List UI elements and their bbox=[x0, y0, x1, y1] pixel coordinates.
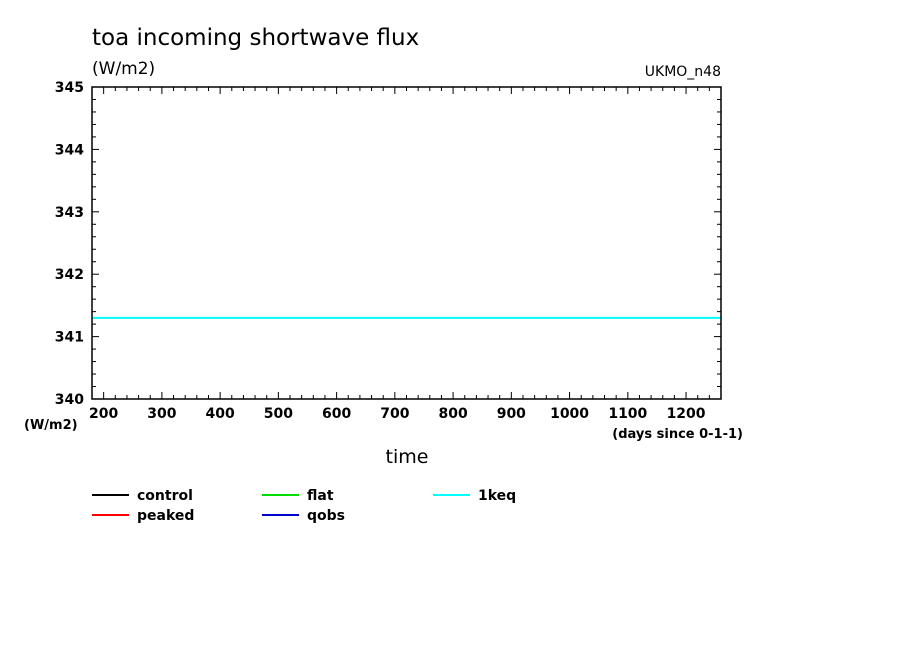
legend: control peaked flat qobs 1keq bbox=[92, 488, 516, 524]
y-tick-label-1: 341 bbox=[55, 330, 84, 346]
x-tick-label-5: 700 bbox=[380, 406, 409, 422]
x-tick-label-0: 200 bbox=[89, 406, 118, 422]
x-tick-label-6: 800 bbox=[438, 406, 467, 422]
x-tick-label-3: 500 bbox=[264, 406, 293, 422]
legend-label-control: control bbox=[137, 488, 193, 504]
y-tick-label-2: 342 bbox=[55, 267, 84, 283]
x-tick-label-4: 600 bbox=[322, 406, 351, 422]
legend-label-qobs: qobs bbox=[307, 508, 345, 524]
y-tick-label-4: 344 bbox=[55, 142, 84, 158]
chart-title: toa incoming shortwave flux bbox=[92, 25, 419, 51]
plot-frame bbox=[91, 86, 722, 400]
model-label: UKMO_n48 bbox=[645, 64, 721, 80]
x-tick-label-1: 300 bbox=[147, 406, 176, 422]
x-axis-title: time bbox=[386, 446, 429, 468]
legend-label-flat: flat bbox=[307, 488, 334, 504]
x-tick-label-2: 400 bbox=[206, 406, 235, 422]
y-tick-label-3: 343 bbox=[55, 205, 84, 221]
y-axis-unit-label: (W/m2) bbox=[24, 418, 78, 433]
chart-units: (W/m2) bbox=[92, 59, 155, 79]
x-tick-label-9: 1100 bbox=[608, 406, 647, 422]
tick-layer: 200 300 400 500 600 700 800 900 1000 1100 1200 340 3… bbox=[55, 80, 722, 422]
y-tick-label-0: 340 bbox=[55, 392, 84, 408]
x-tick-label-10: 1200 bbox=[667, 406, 706, 422]
x-axis-unit-label: (days since 0-1-1) bbox=[612, 427, 743, 442]
legend-label-1keq: 1keq bbox=[478, 488, 516, 504]
x-tick-label-7: 900 bbox=[497, 406, 526, 422]
legend-label-peaked: peaked bbox=[137, 508, 194, 524]
y-tick-label-5: 345 bbox=[55, 80, 84, 96]
x-tick-label-8: 1000 bbox=[550, 406, 589, 422]
